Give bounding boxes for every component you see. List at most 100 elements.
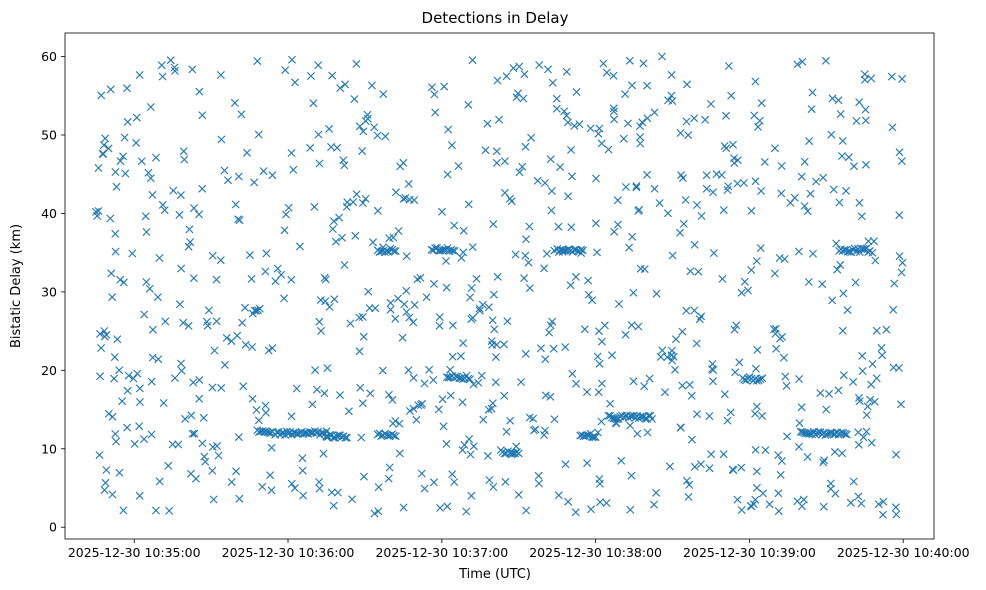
data-point-marker xyxy=(298,454,307,463)
data-point-marker xyxy=(855,98,864,107)
data-point-marker xyxy=(790,193,799,202)
data-point-marker xyxy=(384,390,393,399)
data-point-marker xyxy=(284,203,293,212)
data-point-marker xyxy=(541,426,549,435)
data-point-marker xyxy=(442,439,451,448)
data-point-marker xyxy=(436,503,445,512)
data-point-marker xyxy=(327,143,336,151)
data-point-marker xyxy=(137,157,146,166)
data-point-marker xyxy=(610,227,619,236)
data-point-marker xyxy=(404,179,413,188)
data-point-marker xyxy=(491,378,500,387)
data-point-marker xyxy=(216,71,225,79)
data-point-marker xyxy=(839,371,848,380)
data-point-marker xyxy=(155,477,164,486)
data-point-marker xyxy=(439,422,448,431)
data-point-marker xyxy=(518,162,527,171)
data-point-marker xyxy=(395,419,404,428)
data-point-marker xyxy=(735,358,744,367)
data-point-marker xyxy=(604,145,613,154)
data-point-marker xyxy=(243,148,251,157)
data-point-marker xyxy=(222,333,231,342)
data-point-marker xyxy=(595,479,604,488)
data-point-marker xyxy=(834,386,843,395)
data-point-marker xyxy=(846,498,855,507)
data-point-marker xyxy=(891,503,900,512)
data-point-marker xyxy=(442,257,450,265)
data-point-marker xyxy=(355,347,364,356)
data-point-marker xyxy=(685,380,694,389)
data-point-marker xyxy=(298,466,307,475)
data-point-marker xyxy=(230,98,239,107)
data-point-marker xyxy=(889,363,898,372)
data-point-marker xyxy=(820,456,829,465)
data-point-marker xyxy=(95,451,104,460)
data-point-marker xyxy=(357,433,366,442)
data-point-marker xyxy=(262,249,271,258)
data-point-marker xyxy=(509,64,518,73)
data-point-marker xyxy=(757,187,766,195)
data-point-marker xyxy=(358,147,367,156)
data-point-marker xyxy=(402,286,411,295)
data-point-marker xyxy=(260,427,269,436)
data-point-marker xyxy=(380,248,389,256)
data-point-marker xyxy=(412,415,421,424)
data-point-marker xyxy=(128,249,137,258)
data-point-marker xyxy=(650,500,658,509)
data-point-marker xyxy=(241,303,249,312)
data-point-marker xyxy=(440,82,449,91)
data-point-marker xyxy=(544,65,552,74)
data-point-marker xyxy=(858,351,867,360)
data-point-marker xyxy=(487,404,496,413)
data-point-marker xyxy=(648,415,656,423)
data-point-marker xyxy=(435,313,444,322)
data-point-marker xyxy=(466,293,474,302)
data-point-marker xyxy=(781,372,790,381)
data-point-marker xyxy=(169,186,178,195)
data-point-marker xyxy=(457,253,466,262)
data-point-marker xyxy=(806,189,815,198)
data-point-marker xyxy=(339,156,348,165)
data-point-marker xyxy=(578,246,587,255)
data-point-marker xyxy=(201,457,210,466)
data-point-marker xyxy=(625,56,634,65)
data-point-marker xyxy=(177,264,186,273)
data-point-marker xyxy=(877,343,886,352)
data-point-marker xyxy=(457,374,466,383)
data-point-marker xyxy=(697,312,706,321)
data-point-marker xyxy=(702,184,711,193)
data-point-marker xyxy=(331,237,340,246)
x-tick-label: 2025-12-30 10:37:00 xyxy=(375,545,508,560)
data-point-marker xyxy=(626,421,635,430)
data-point-marker xyxy=(831,489,840,498)
data-point-marker xyxy=(758,374,767,383)
data-point-marker xyxy=(401,194,410,202)
data-point-marker xyxy=(819,173,828,182)
data-point-marker xyxy=(101,134,110,143)
y-axis: 0 10 20 30 40 50 60 xyxy=(41,49,65,535)
data-point-marker xyxy=(340,161,349,170)
data-point-marker xyxy=(561,460,570,469)
data-point-marker xyxy=(719,450,728,459)
data-point-marker xyxy=(514,449,523,458)
data-point-marker xyxy=(566,281,575,290)
data-point-marker xyxy=(874,500,883,509)
data-point-marker xyxy=(613,196,622,205)
data-point-marker xyxy=(892,510,901,519)
data-point-marker xyxy=(112,182,121,191)
data-point-marker xyxy=(816,389,825,398)
data-point-marker xyxy=(448,321,457,330)
data-point-marker xyxy=(146,174,155,183)
data-point-marker xyxy=(519,94,528,103)
data-point-marker xyxy=(652,488,661,497)
data-point-marker xyxy=(609,71,618,80)
data-point-marker xyxy=(154,355,163,364)
data-point-marker xyxy=(779,353,788,362)
data-point-marker xyxy=(340,261,349,269)
data-point-marker xyxy=(288,55,296,64)
data-point-marker xyxy=(116,275,125,284)
data-point-marker xyxy=(208,466,217,475)
data-point-marker xyxy=(330,295,339,304)
data-point-marker xyxy=(467,315,476,324)
data-point-marker xyxy=(443,502,452,511)
